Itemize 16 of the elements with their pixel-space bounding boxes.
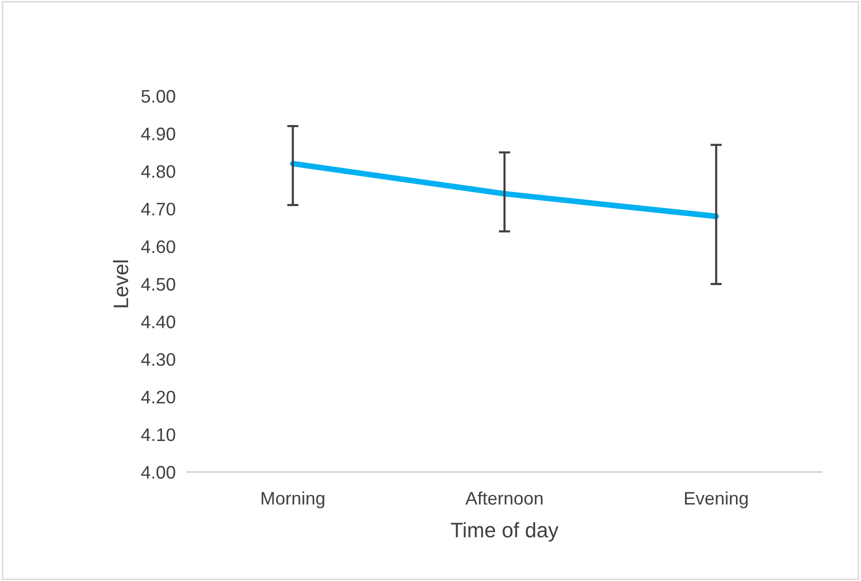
- y-tick-label: 4.90: [141, 128, 176, 140]
- x-tick-label: Afternoon: [465, 491, 542, 505]
- y-tick-label: 4.70: [141, 202, 176, 216]
- x-axis-title: Time of day: [450, 522, 558, 542]
- y-axis-title: Level: [112, 260, 128, 308]
- y-tick-label: 4.50: [141, 278, 176, 291]
- y-tick-label: 4.40: [141, 316, 176, 328]
- x-tick-label: Evening: [685, 491, 748, 508]
- y-tick-label: 4.80: [141, 165, 176, 178]
- y-tick-label: 4.00: [141, 466, 176, 479]
- y-tick-label: 4.20: [141, 390, 176, 404]
- y-tick-label: 4.30: [141, 353, 176, 366]
- y-tick-label: 4.60: [141, 240, 176, 254]
- y-tick-label: 5.00: [141, 90, 176, 103]
- y-tick-label: 4.10: [141, 428, 176, 442]
- x-tick-label: Morning: [262, 491, 324, 508]
